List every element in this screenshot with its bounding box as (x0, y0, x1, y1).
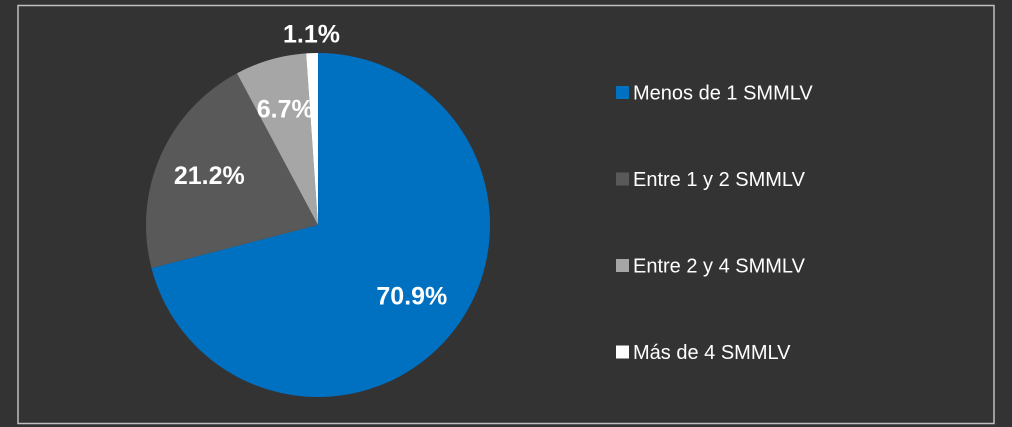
pie-slice (146, 73, 318, 269)
legend-swatch (616, 345, 629, 359)
legend-label: Entre 2 y 4 SMMLV (633, 255, 806, 277)
legend-label: Entre 1 y 2 SMMLV (633, 169, 806, 191)
legend-swatch (616, 172, 629, 186)
chart-border (17, 4, 995, 425)
legend-swatch (616, 86, 629, 99)
pie-slice (306, 53, 318, 225)
data-label: 21.2% (174, 162, 245, 190)
data-label: 70.9% (376, 282, 447, 310)
legend-label: Menos de 1 SMMLV (633, 82, 813, 104)
pie-slice (151, 53, 490, 397)
data-label: 1.1% (283, 21, 340, 49)
legend-swatch (616, 259, 629, 272)
legend-label: Más de 4 SMMLV (633, 342, 791, 364)
pie-slice (236, 53, 318, 226)
data-label: 6.7% (257, 96, 314, 124)
